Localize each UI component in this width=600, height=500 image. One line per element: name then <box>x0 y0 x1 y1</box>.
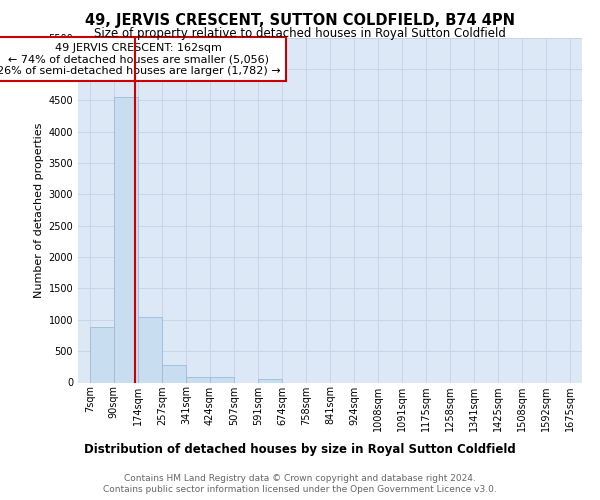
Bar <box>186 377 210 382</box>
Text: Contains HM Land Registry data © Crown copyright and database right 2024.: Contains HM Land Registry data © Crown c… <box>124 474 476 483</box>
Bar <box>138 316 162 382</box>
Bar <box>162 365 186 382</box>
Text: Size of property relative to detached houses in Royal Sutton Coldfield: Size of property relative to detached ho… <box>94 28 506 40</box>
Text: 49, JERVIS CRESCENT, SUTTON COLDFIELD, B74 4PN: 49, JERVIS CRESCENT, SUTTON COLDFIELD, B… <box>85 12 515 28</box>
Y-axis label: Number of detached properties: Number of detached properties <box>34 122 44 298</box>
Text: Contains public sector information licensed under the Open Government Licence v3: Contains public sector information licen… <box>103 485 497 494</box>
Text: Distribution of detached houses by size in Royal Sutton Coldfield: Distribution of detached houses by size … <box>84 442 516 456</box>
Bar <box>258 378 282 382</box>
Bar <box>114 97 138 382</box>
Bar <box>210 377 234 382</box>
Text: 49 JERVIS CRESCENT: 162sqm
← 74% of detached houses are smaller (5,056)
26% of s: 49 JERVIS CRESCENT: 162sqm ← 74% of deta… <box>0 42 280 76</box>
Bar <box>90 328 114 382</box>
